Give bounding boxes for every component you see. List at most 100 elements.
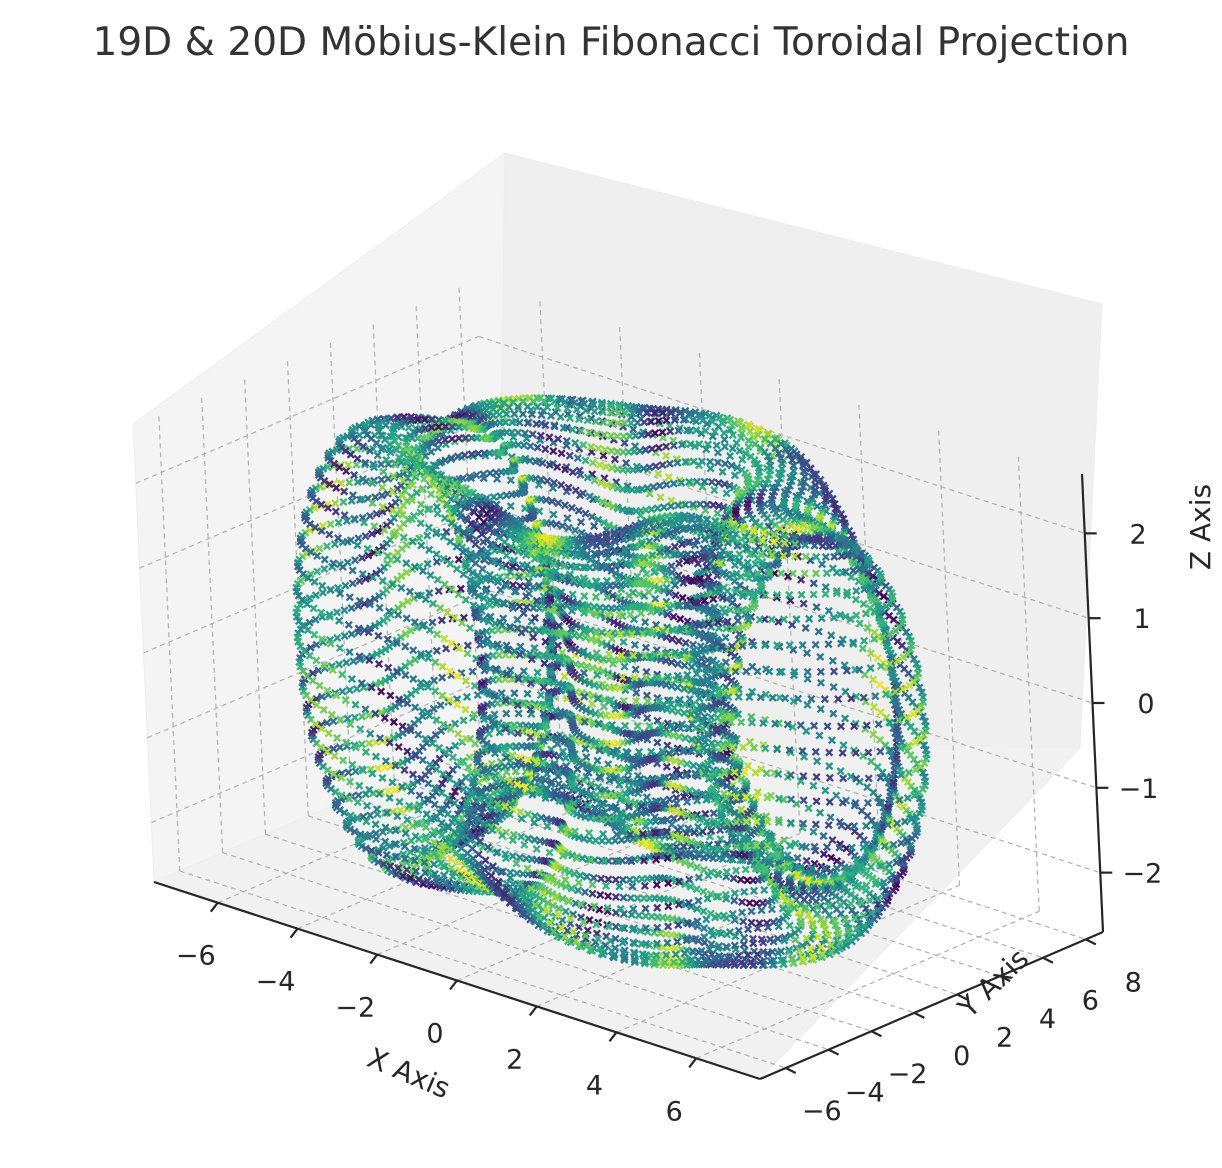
scatter-point [658, 460, 667, 469]
scatter-point [351, 556, 360, 565]
scatter-point [573, 454, 582, 463]
scatter-point [809, 827, 818, 836]
scatter-point [653, 738, 662, 747]
scatter-point [710, 427, 719, 436]
scatter-point [570, 398, 579, 407]
scatter-point [720, 429, 729, 438]
scatter-point [561, 753, 570, 762]
scatter-point [393, 413, 402, 422]
scatter-point [442, 527, 451, 536]
scatter-point [690, 828, 699, 837]
scatter-point [791, 839, 800, 848]
scatter-point [679, 792, 688, 801]
scatter-point [406, 626, 415, 635]
scatter-point [863, 623, 872, 632]
scatter-point [760, 437, 769, 446]
scatter-point [441, 422, 450, 431]
scatter-point [554, 779, 563, 789]
scatter-point [547, 411, 556, 420]
scatter-point [730, 471, 739, 480]
scatter-point [420, 415, 429, 424]
scatter-point [588, 512, 597, 521]
grid-line-z-left [135, 335, 479, 484]
scatter-point [632, 688, 641, 697]
scatter-point [607, 431, 616, 440]
grid-line-z-back [490, 590, 1097, 789]
scatter-point [371, 493, 380, 502]
scatter-point [615, 780, 624, 789]
scatter-point [580, 399, 589, 408]
scatter-point [330, 540, 339, 549]
scatter-point [604, 500, 613, 509]
scatter-point [353, 477, 362, 486]
scatter-point [572, 405, 581, 414]
scatter-point [579, 440, 588, 449]
scatter-point [358, 712, 367, 721]
scatter-point [590, 407, 599, 416]
scatter-point [391, 702, 400, 711]
scatter-point [643, 714, 652, 723]
scatter-point [843, 822, 853, 831]
scatter-point [614, 409, 623, 418]
grid-line-y-floor [351, 796, 958, 996]
scatter-point [788, 456, 797, 465]
scatter-point [381, 809, 390, 818]
scatter-point [728, 444, 737, 453]
scatter-point [869, 730, 878, 739]
scatter-point [659, 842, 668, 851]
scatter-point [343, 714, 352, 723]
scatter-point [720, 442, 729, 451]
scatter-point [361, 574, 370, 583]
scatter-point [564, 483, 573, 492]
scatter-point [448, 434, 457, 443]
grid-line-z-back [478, 335, 1085, 534]
scatter-point [428, 439, 437, 448]
scatter-point [531, 457, 540, 466]
scatter-point [310, 503, 319, 512]
scatter-point [427, 423, 436, 432]
scatter-point [608, 482, 617, 491]
scatter-point [738, 856, 747, 865]
scatter-point [851, 595, 860, 604]
scatter-point [593, 429, 602, 438]
scatter-point [708, 417, 717, 426]
scatter-point [607, 643, 616, 652]
scatter-point [763, 452, 772, 461]
scatter-point [605, 615, 614, 624]
scatter-point [692, 426, 701, 435]
scatter-point [630, 640, 639, 649]
scatter-point [824, 606, 833, 615]
scatter-point [354, 534, 363, 543]
scatter-point [376, 678, 385, 687]
scatter-point [637, 430, 646, 440]
scatter-point [563, 404, 572, 413]
scatter-point [326, 520, 335, 529]
scatter-point [697, 457, 707, 466]
scatter-point [662, 480, 671, 489]
scatter-point [813, 757, 822, 766]
scatter-point [571, 486, 580, 495]
scatter-point [659, 503, 669, 512]
scatter-point [514, 402, 523, 411]
scatter-point [674, 426, 683, 435]
grid-line-z-left [151, 675, 495, 824]
scatter-point [541, 421, 550, 430]
scatter-point [666, 408, 675, 417]
scatter-point [786, 596, 795, 605]
scatter-point [696, 500, 705, 509]
scatter-point [869, 675, 878, 684]
scatter-point [816, 678, 825, 687]
scatter-point [342, 517, 351, 526]
scatter-point [563, 514, 572, 523]
scatter-point [347, 630, 356, 639]
scatter-point [837, 510, 846, 519]
scatter-point [815, 731, 824, 740]
scatter-point [434, 415, 443, 424]
scatter-point [821, 583, 830, 592]
scatter-point [649, 482, 658, 491]
scatter-point [827, 631, 836, 640]
scatter-point [437, 616, 446, 625]
scatter-point [539, 397, 548, 406]
scatter-point [401, 417, 410, 426]
scatter-point [669, 479, 678, 488]
